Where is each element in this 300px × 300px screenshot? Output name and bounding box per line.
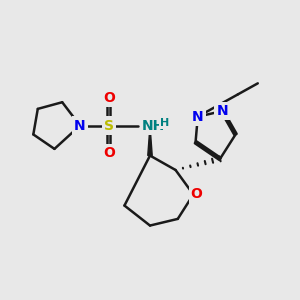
Text: H: H [160, 118, 169, 128]
Text: O: O [103, 91, 115, 105]
Text: N: N [216, 104, 228, 118]
Text: O: O [103, 146, 115, 160]
Text: N: N [192, 110, 204, 124]
Polygon shape [148, 126, 152, 156]
Text: S: S [104, 118, 114, 133]
Text: N: N [74, 118, 86, 133]
Text: NH: NH [142, 118, 165, 133]
Text: O: O [191, 188, 203, 201]
